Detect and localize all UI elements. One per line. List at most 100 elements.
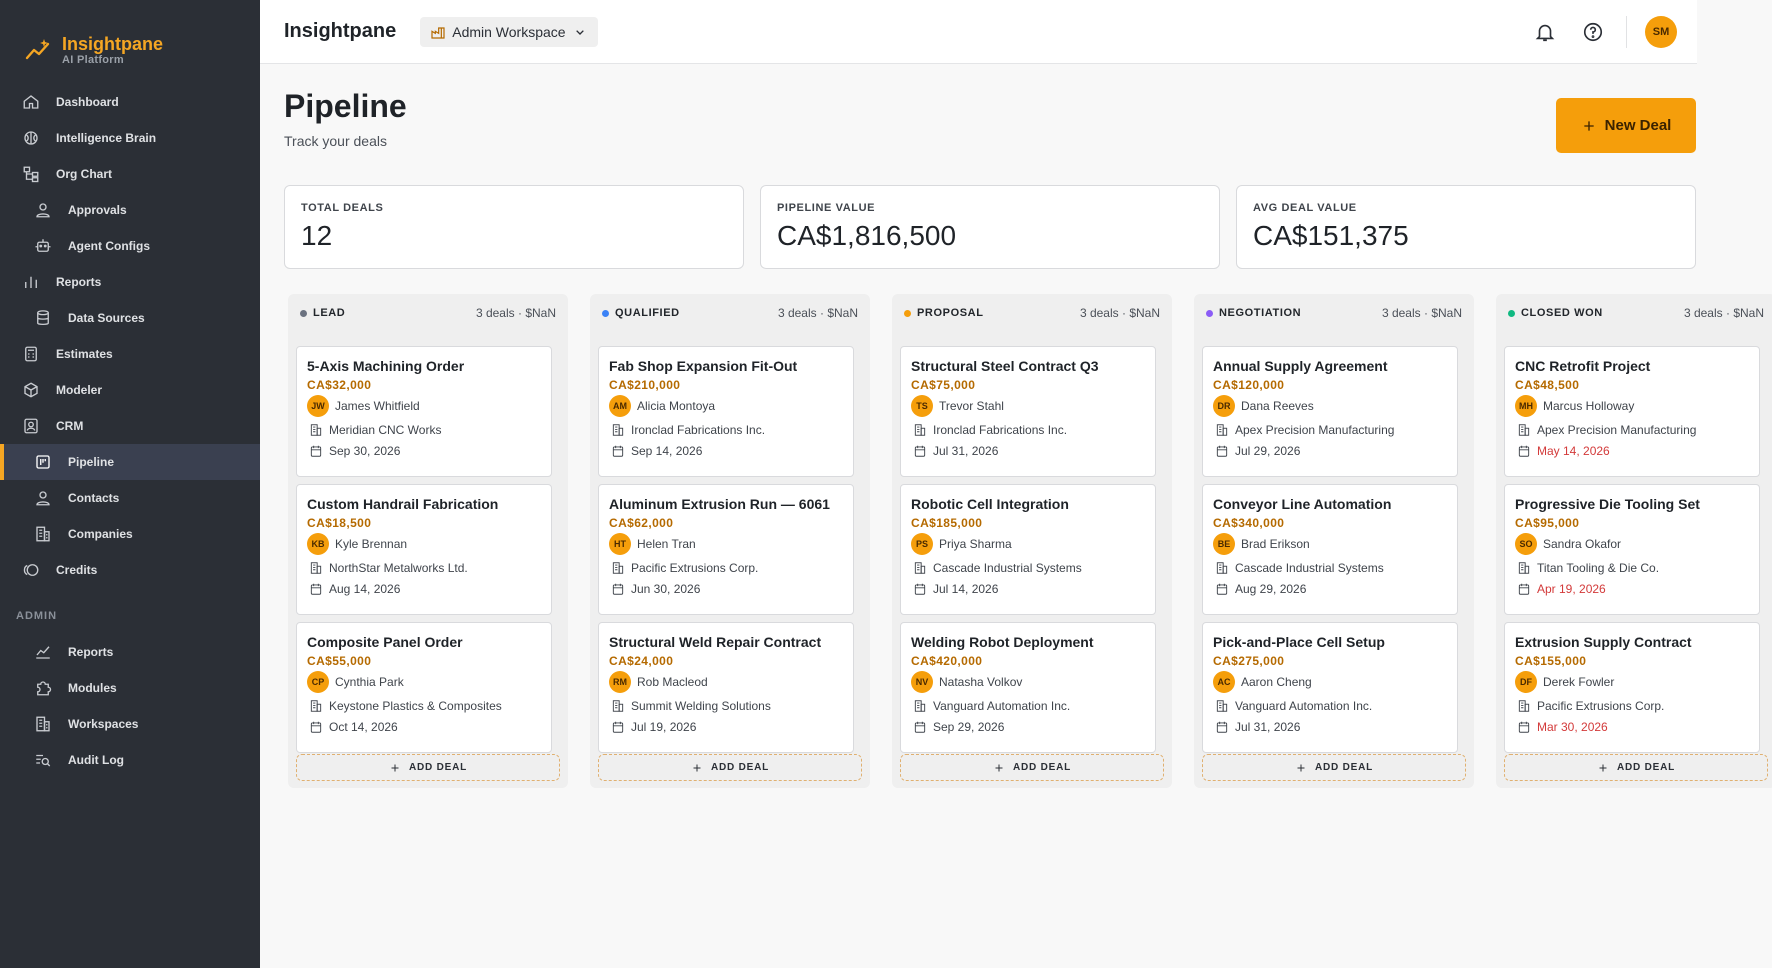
sidebar-item-companies[interactable]: Companies (0, 516, 260, 552)
sidebar-item-pipeline[interactable]: Pipeline (0, 444, 260, 480)
notifications-button[interactable] (1530, 17, 1560, 47)
deal-card[interactable]: Robotic Cell Integration CA$185,000 PS P… (900, 484, 1156, 615)
calculator-icon (22, 345, 40, 363)
sidebar-item-crm[interactable]: CRM (0, 408, 260, 444)
pipeline-column-qualified: QUALIFIED 3 deals · $NaN ADD DEAL Fab Sh… (590, 294, 870, 788)
new-deal-button[interactable]: New Deal (1556, 98, 1696, 153)
deal-card[interactable]: Extrusion Supply Contract CA$155,000 DF … (1504, 622, 1760, 753)
sidebar-item-contacts[interactable]: Contacts (0, 480, 260, 516)
deal-card[interactable]: Aluminum Extrusion Run — 6061 CA$62,000 … (598, 484, 854, 615)
help-button[interactable] (1578, 17, 1608, 47)
company-name: Vanguard Automation Inc. (1235, 699, 1373, 713)
sidebar-item-audit-log[interactable]: Audit Log (0, 742, 260, 778)
sidebar-item-credits[interactable]: Credits (0, 552, 260, 588)
sidebar-item-workspaces[interactable]: Workspaces (0, 706, 260, 742)
sidebar-item-modules[interactable]: Modules (0, 670, 260, 706)
deal-value: CA$185,000 (911, 516, 983, 530)
deal-card[interactable]: Progressive Die Tooling Set CA$95,000 SO… (1504, 484, 1760, 615)
brand[interactable]: Insightpane AI Platform (0, 0, 260, 80)
deal-card[interactable]: Pick-and-Place Cell Setup CA$275,000 AC … (1202, 622, 1458, 753)
close-date: Jun 30, 2026 (631, 582, 701, 596)
bar-chart-icon (22, 273, 40, 291)
company-name: Ironclad Fabrications Inc. (933, 423, 1068, 437)
workspace-selector[interactable]: Admin Workspace (420, 16, 598, 47)
deal-contact: PS Priya Sharma (911, 533, 1145, 555)
sidebar-item-approvals[interactable]: Approvals (0, 192, 260, 228)
company-name: Vanguard Automation Inc. (933, 699, 1071, 713)
deal-card[interactable]: Annual Supply Agreement CA$120,000 DR Da… (1202, 346, 1458, 477)
deal-value: CA$48,500 (1515, 378, 1580, 392)
building-icon (913, 699, 927, 713)
sidebar-item-estimates[interactable]: Estimates (0, 336, 260, 372)
column-count: 3 deals · $NaN (475, 306, 556, 320)
deal-close-date: Jul 31, 2026 (911, 441, 1145, 461)
sidebar-item-org-chart[interactable]: Org Chart (0, 156, 260, 192)
company-name: Apex Precision Manufacturing (1537, 423, 1697, 437)
deal-card[interactable]: Fab Shop Expansion Fit-Out CA$210,000 AM… (598, 346, 854, 477)
close-date: Jul 31, 2026 (933, 444, 999, 458)
add-deal-button[interactable]: ADD DEAL (1504, 754, 1768, 781)
deal-contact: SO Sandra Okafor (1515, 533, 1749, 555)
stat-label: AVG DEAL VALUE (1253, 202, 1357, 214)
deal-company: Meridian CNC Works (307, 420, 541, 440)
deal-company: Summit Welding Solutions (609, 696, 843, 716)
sidebar-item-label: Reports (68, 645, 114, 659)
sidebar: Insightpane AI Platform Dashboard Intell… (0, 0, 260, 968)
deal-card[interactable]: Structural Steel Contract Q3 CA$75,000 T… (900, 346, 1156, 477)
company-name: NorthStar Metalworks Ltd. (329, 561, 468, 575)
stage-dot-icon (300, 309, 307, 317)
add-deal-button[interactable]: ADD DEAL (1202, 754, 1466, 781)
pipeline-column-closed-won: CLOSED WON 3 deals · $NaN ADD DEAL CNC R… (1496, 294, 1772, 788)
sidebar-item-label: Companies (68, 527, 133, 541)
chevron-down-icon (575, 29, 584, 35)
building-icon (1517, 561, 1531, 575)
deal-contact: TS Trevor Stahl (911, 395, 1145, 417)
sidebar-item-dashboard[interactable]: Dashboard (0, 84, 260, 120)
deal-card[interactable]: 5-Axis Machining Order CA$32,000 JW Jame… (296, 346, 552, 477)
contact-avatar: PS (911, 533, 933, 555)
building-icon (1517, 699, 1531, 713)
sidebar-item-label: Audit Log (68, 753, 124, 767)
deal-company: Apex Precision Manufacturing (1515, 420, 1749, 440)
deal-card[interactable]: Conveyor Line Automation CA$340,000 BE B… (1202, 484, 1458, 615)
deal-title: Custom Handrail Fabrication (307, 496, 499, 512)
stat-pipeline-value: PIPELINE VALUE CA$1,816,500 (760, 185, 1220, 269)
deal-contact: AC Aaron Cheng (1213, 671, 1447, 693)
deal-close-date: Sep 14, 2026 (609, 441, 843, 461)
sidebar-item-reports[interactable]: Reports (0, 264, 260, 300)
deal-card[interactable]: Custom Handrail Fabrication CA$18,500 KB… (296, 484, 552, 615)
building-icon (1215, 561, 1229, 575)
deal-company: Ironclad Fabrications Inc. (911, 420, 1145, 440)
sidebar-item-label: Modeler (56, 383, 103, 397)
deal-value: CA$24,000 (609, 654, 674, 668)
admin-nav: Reports Modules Workspaces Audit Log (0, 634, 260, 778)
deal-card[interactable]: Composite Panel Order CA$55,000 CP Cynth… (296, 622, 552, 753)
sidebar-item-data-sources[interactable]: Data Sources (0, 300, 260, 336)
user-avatar[interactable]: SM (1645, 16, 1677, 48)
deal-card[interactable]: Structural Weld Repair Contract CA$24,00… (598, 622, 854, 753)
company-name: Cascade Industrial Systems (933, 561, 1082, 575)
deal-title: Robotic Cell Integration (911, 496, 1069, 512)
top-bar: Insightpane Admin Workspace SM (260, 0, 1697, 64)
sidebar-item-label: Dashboard (56, 95, 119, 109)
column-count: 3 deals · $NaN (1381, 306, 1462, 320)
add-deal-button[interactable]: ADD DEAL (296, 754, 560, 781)
sidebar-item-agent-configs[interactable]: Agent Configs (0, 228, 260, 264)
calendar-icon (1517, 720, 1531, 734)
sidebar-item-intelligence-brain[interactable]: Intelligence Brain (0, 120, 260, 156)
building-icon (611, 561, 625, 575)
sidebar-item-admin-reports[interactable]: Reports (0, 634, 260, 670)
add-deal-button[interactable]: ADD DEAL (900, 754, 1164, 781)
close-date: Aug 29, 2026 (1235, 582, 1307, 596)
close-date: Jul 14, 2026 (933, 582, 999, 596)
add-deal-button[interactable]: ADD DEAL (598, 754, 862, 781)
calendar-icon (611, 720, 625, 734)
sidebar-item-modeler[interactable]: Modeler (0, 372, 260, 408)
calendar-icon (309, 444, 323, 458)
column-title: CLOSED WON (1521, 307, 1603, 319)
deal-card[interactable]: CNC Retrofit Project CA$48,500 MH Marcus… (1504, 346, 1760, 477)
stage-dot-icon (1206, 309, 1213, 317)
sidebar-item-label: Workspaces (68, 717, 139, 731)
deal-title: Pick-and-Place Cell Setup (1213, 634, 1385, 650)
deal-card[interactable]: Welding Robot Deployment CA$420,000 NV N… (900, 622, 1156, 753)
